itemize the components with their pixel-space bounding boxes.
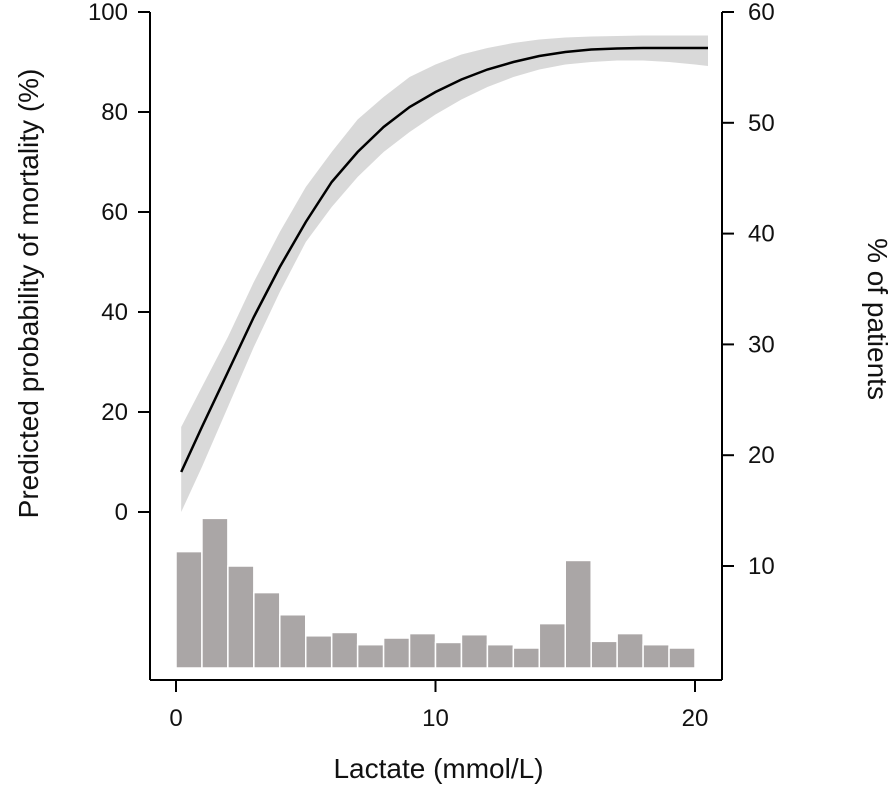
- histogram-bar: [668, 647, 696, 669]
- y2-axis-title: % of patients: [862, 238, 893, 400]
- y-axis-tick-label: 0: [115, 499, 128, 526]
- histogram-bar: [642, 643, 670, 669]
- y2-axis-tick-label: 30: [748, 331, 775, 358]
- y-axis-tick-label: 80: [101, 99, 128, 126]
- histogram-bar: [460, 633, 489, 669]
- histogram-bar: [175, 550, 203, 669]
- y-axis-tick-label: 60: [101, 199, 128, 226]
- histogram-bar: [279, 614, 307, 669]
- y2-axis-tick-label: 20: [748, 442, 775, 469]
- histogram-bar: [590, 640, 618, 669]
- y2-axis-tick-label: 10: [748, 553, 775, 580]
- predicted-mortality-line: [180, 46, 708, 473]
- histogram-bar: [356, 643, 385, 669]
- x-axis-title: Lactate (mmol/L): [333, 753, 543, 784]
- y-axis-tick-label: 40: [101, 299, 128, 326]
- x-axis-tick-label: 10: [422, 705, 449, 732]
- histogram-bar: [382, 637, 411, 669]
- y2-axis-tick-label: 40: [748, 221, 775, 248]
- histogram-bar: [616, 632, 644, 669]
- histogram-bar: [434, 641, 463, 669]
- histogram-bar: [253, 591, 281, 669]
- histogram-bar: [227, 565, 255, 669]
- histogram-bar: [538, 622, 566, 669]
- histogram-bar: [486, 643, 515, 669]
- histogram-bar: [201, 517, 229, 669]
- y-axis-tick-label: 20: [101, 399, 128, 426]
- histogram-bar: [330, 631, 359, 669]
- y-axis-title: Predicted probability of mortality (%): [13, 69, 44, 519]
- y2-axis-tick-label: 60: [748, 0, 775, 26]
- histogram-bar: [408, 632, 437, 669]
- histogram-bar: [305, 635, 333, 669]
- histogram-bar: [512, 647, 541, 669]
- x-axis-tick-label: 0: [169, 705, 182, 732]
- confidence-band: [181, 35, 708, 512]
- y-axis-tick-label: 100: [88, 0, 128, 26]
- histogram-bar: [564, 559, 592, 669]
- y2-axis-tick-label: 50: [748, 110, 775, 137]
- x-axis-tick-label: 20: [682, 705, 709, 732]
